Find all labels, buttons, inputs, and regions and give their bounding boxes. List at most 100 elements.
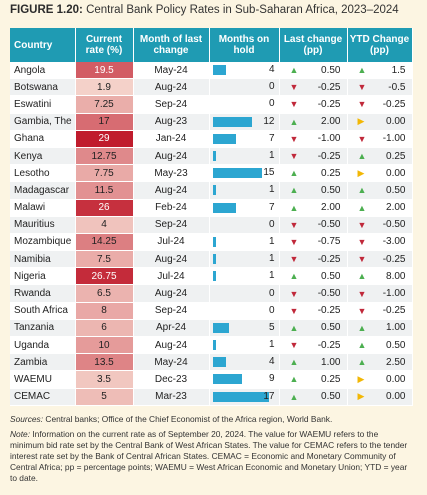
change-arrow: ▼ (357, 288, 367, 299)
current-rate: 29 (75, 130, 134, 148)
change: ▲ 0.25 (348, 151, 412, 162)
hold-bar (212, 322, 229, 333)
month-last-change: May-24 (133, 62, 210, 80)
country: Gambia, The (10, 113, 76, 131)
country: CEMAC (10, 388, 76, 406)
hold-bar (212, 65, 226, 76)
country: Uganda (10, 336, 76, 355)
current-rate: 4 (75, 216, 134, 234)
column-header: YTD Change (pp) (347, 28, 413, 62)
months-value: 4 (268, 356, 275, 368)
last-change-cell: ▲ 2.00 (279, 113, 348, 131)
current-rate: 7.5 (75, 250, 134, 269)
months-value: 9 (268, 373, 275, 385)
change-value: 2.00 (321, 116, 341, 128)
months-on-hold-cell: 4 (209, 62, 280, 80)
change-value: -0.25 (317, 339, 341, 351)
ytd-change-cell: ▼ -0.25 (347, 250, 413, 269)
change-arrow: ▼ (289, 340, 299, 351)
hold-bar (212, 133, 236, 144)
last-change-cell: ▲ 0.50 (279, 181, 348, 200)
change-arrow: ▼ (289, 288, 299, 299)
change-value: -0.25 (317, 253, 341, 265)
change-value: 0.25 (321, 167, 341, 179)
change-value: -0.25 (317, 150, 341, 162)
ytd-change-cell: ▶ 0.00 (347, 164, 413, 183)
current-rate: 11.5 (75, 181, 134, 200)
change-arrow: ▲ (357, 340, 367, 351)
change-value: -0.50 (317, 288, 341, 300)
last-change-cell: ▼ -0.25 (279, 250, 348, 269)
months-on-hold: 0 (210, 286, 279, 302)
months-on-hold-cell: 0 (209, 302, 280, 320)
change-value: 0.25 (321, 373, 341, 385)
current-rate: 6 (75, 319, 134, 338)
months-value: 1 (268, 235, 275, 247)
table-row: Rwanda 6.5 Aug-24 0 ▼ -0.50 ▼ -1.00 (10, 284, 413, 303)
hold-bar (212, 151, 216, 162)
change-value: 0.50 (321, 270, 341, 282)
months-on-hold: 17 (210, 389, 279, 405)
change-arrow: ▼ (357, 99, 367, 110)
months-on-hold-cell: 0 (209, 95, 280, 114)
ytd-change-cell: ▼ -1.00 (347, 130, 413, 148)
months-on-hold: 7 (210, 200, 279, 216)
change-arrow: ▲ (357, 151, 367, 162)
change: ▲ 0.50 (280, 65, 347, 76)
change: ▼ -0.50 (280, 288, 347, 299)
month-last-change: Sep-24 (133, 95, 210, 114)
change-value: 0.50 (386, 184, 406, 196)
change-arrow: ▲ (357, 65, 367, 76)
column-header: Month of last change (133, 28, 210, 62)
rates-table: Country Current rate (%) Month of last cha… (10, 28, 413, 406)
months-on-hold: 0 (210, 79, 279, 95)
country: Tanzania (10, 319, 76, 338)
note-label: Note: (10, 429, 31, 439)
last-change-cell: ▼ -0.50 (279, 216, 348, 234)
table-row: WAEMU 3.5 Dec-23 9 ▲ 0.25 ▶ 0.00 (10, 370, 413, 389)
change-arrow: ▲ (289, 357, 299, 368)
month-last-change: May-23 (133, 164, 210, 183)
months-on-hold-cell: 4 (209, 353, 280, 372)
last-change-cell: ▲ 0.50 (279, 319, 348, 338)
month-last-change: May-24 (133, 353, 210, 372)
change: ▲ 0.50 (348, 185, 412, 196)
ytd-change-cell: ▼ -3.00 (347, 233, 413, 252)
column-header: Months on hold (209, 28, 280, 62)
change-value: -0.50 (317, 219, 341, 231)
change-arrow: ▲ (357, 322, 367, 333)
current-rate: 19.5 (75, 62, 134, 80)
change: ▶ 0.00 (348, 391, 412, 402)
last-change-cell: ▼ -1.00 (279, 130, 348, 148)
table-row: Ghana 29 Jan-24 7 ▼ -1.00 ▼ -1.00 (10, 130, 413, 148)
table-row: Uganda 10 Aug-24 1 ▼ -0.25 ▲ 0.50 (10, 336, 413, 355)
country: Namibia (10, 250, 76, 269)
hold-bar (212, 236, 216, 247)
hold-bar (212, 168, 262, 179)
months-value: 0 (268, 98, 275, 110)
month-last-change: Feb-24 (133, 199, 210, 217)
ytd-change-cell: ▶ 0.00 (347, 388, 413, 406)
change-value: -0.25 (317, 305, 341, 317)
change-value: -0.50 (382, 219, 406, 231)
change: ▼ -1.00 (348, 133, 412, 144)
ytd-change-cell: ▲ 2.50 (347, 353, 413, 372)
change-arrow: ▼ (289, 99, 299, 110)
current-rate: 1.9 (75, 78, 134, 97)
ytd-change-cell: ▲ 8.00 (347, 267, 413, 286)
months-on-hold: 12 (210, 114, 279, 130)
footnotes: Sources: Central banks; Office of the Ch… (10, 414, 412, 488)
months-on-hold: 1 (210, 148, 279, 164)
change-value: 8.00 (386, 270, 406, 282)
change-value: 0.50 (386, 339, 406, 351)
months-value: 1 (268, 339, 275, 351)
months-on-hold: 9 (210, 371, 279, 387)
change: ▲ 1.5 (348, 65, 412, 76)
change: ▲ 0.50 (280, 322, 347, 333)
change-arrow: ▲ (357, 202, 367, 213)
change-value: 2.50 (386, 356, 406, 368)
change: ▲ 8.00 (348, 271, 412, 282)
change: ▲ 2.50 (348, 357, 412, 368)
change: ▶ 0.00 (348, 116, 412, 127)
current-rate: 8 (75, 302, 134, 320)
